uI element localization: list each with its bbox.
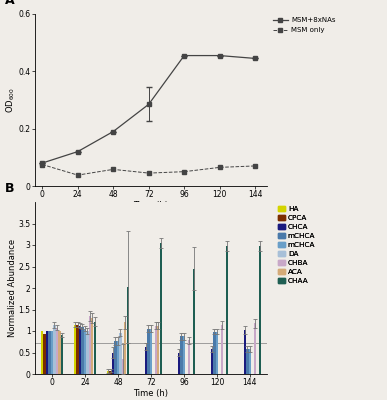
Bar: [74, 324, 76, 374]
Bar: [86, 331, 89, 374]
Text: A: A: [5, 0, 14, 7]
Bar: [249, 349, 251, 374]
Bar: [150, 329, 152, 374]
Bar: [221, 325, 223, 374]
Bar: [160, 243, 162, 374]
Y-axis label: Normalized Abundance: Normalized Abundance: [8, 239, 17, 337]
Y-axis label: OD$_{600}$: OD$_{600}$: [5, 87, 17, 113]
Bar: [107, 371, 109, 374]
Bar: [122, 359, 124, 374]
X-axis label: Time (h): Time (h): [134, 200, 168, 210]
Bar: [91, 318, 94, 374]
Bar: [117, 341, 119, 374]
X-axis label: Time (h): Time (h): [134, 388, 168, 398]
Bar: [41, 331, 43, 374]
Bar: [61, 335, 63, 374]
Bar: [115, 341, 116, 374]
Bar: [48, 331, 51, 374]
Bar: [46, 331, 48, 374]
Bar: [81, 327, 84, 374]
Bar: [119, 333, 122, 374]
Legend: HA, CPCA, CHCA, mCHCA, mCHCA, DA, CHBA, ACA, CHAA: HA, CPCA, CHCA, mCHCA, mCHCA, DA, CHBA, …: [278, 206, 315, 284]
Bar: [180, 336, 183, 374]
Bar: [193, 269, 195, 374]
Bar: [84, 329, 86, 374]
Bar: [259, 246, 261, 374]
Legend: MSM+8xNAs, MSM only: MSM+8xNAs, MSM only: [273, 18, 336, 33]
Bar: [76, 324, 79, 374]
Bar: [51, 331, 53, 374]
Bar: [112, 352, 114, 374]
Bar: [53, 325, 56, 374]
Bar: [216, 332, 218, 374]
Bar: [147, 329, 149, 374]
Bar: [58, 331, 60, 374]
Bar: [127, 287, 129, 374]
Bar: [89, 316, 91, 374]
Bar: [110, 370, 111, 374]
Bar: [79, 326, 81, 374]
Bar: [94, 322, 96, 374]
Bar: [226, 246, 228, 374]
Bar: [244, 330, 246, 374]
Text: B: B: [5, 182, 14, 195]
Bar: [178, 352, 180, 374]
Bar: [56, 328, 58, 374]
Bar: [211, 349, 213, 374]
Bar: [213, 332, 216, 374]
Bar: [188, 340, 190, 374]
Bar: [43, 334, 46, 374]
Bar: [157, 326, 159, 374]
Bar: [124, 322, 127, 374]
Bar: [183, 336, 185, 374]
Bar: [155, 326, 157, 374]
Bar: [145, 347, 147, 374]
Bar: [246, 349, 248, 374]
Bar: [254, 323, 256, 374]
